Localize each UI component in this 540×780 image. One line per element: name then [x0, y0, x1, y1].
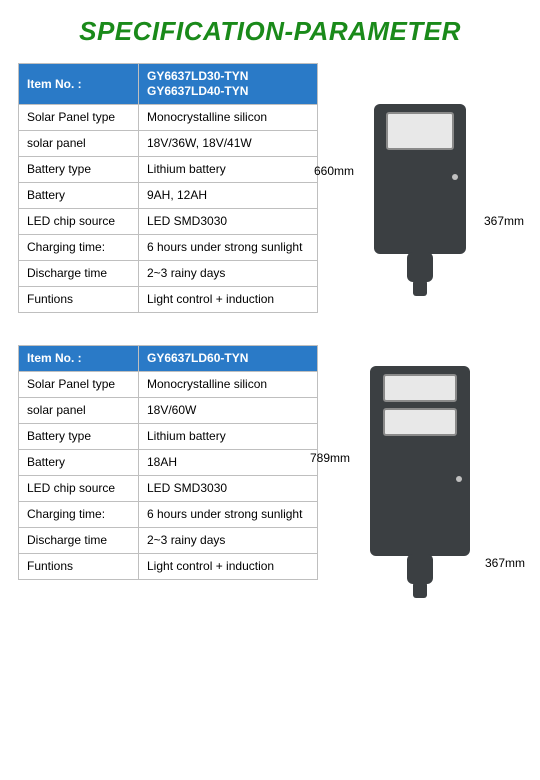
table-row: LED chip sourceLED SMD3030	[19, 209, 318, 235]
row-label: LED chip source	[19, 209, 139, 235]
page-title: SPECIFICATION-PARAMETER	[18, 16, 522, 47]
row-label: Funtions	[19, 554, 139, 580]
sensor-icon	[452, 174, 458, 180]
spec-section-1: Item No. : GY6637LD30-TYN GY6637LD40-TYN…	[18, 63, 522, 323]
row-label: Battery	[19, 183, 139, 209]
col-header-label: Item No. :	[19, 346, 139, 372]
dim-width-label: 367mm	[485, 556, 525, 570]
row-value: 9AH, 12AH	[139, 183, 318, 209]
row-value: 18AH	[139, 450, 318, 476]
table-row: Battery9AH, 12AH	[19, 183, 318, 209]
table-row: Discharge time2~3 rainy days	[19, 528, 318, 554]
led-panel-icon	[383, 408, 457, 436]
spec-table-1: Item No. : GY6637LD30-TYN GY6637LD40-TYN…	[18, 63, 318, 313]
row-value: Light control + induction	[139, 287, 318, 313]
row-label: Battery	[19, 450, 139, 476]
table-row: Charging time:6 hours under strong sunli…	[19, 502, 318, 528]
row-label: Charging time:	[19, 502, 139, 528]
table-row: Charging time:6 hours under strong sunli…	[19, 235, 318, 261]
row-label: Funtions	[19, 287, 139, 313]
row-label: solar panel	[19, 131, 139, 157]
mount-icon	[407, 252, 433, 282]
row-value: Light control + induction	[139, 554, 318, 580]
row-label: solar panel	[19, 398, 139, 424]
table-row: Solar Panel typeMonocrystalline silicon	[19, 105, 318, 131]
table-row: Battery typeLithium battery	[19, 424, 318, 450]
spec-section-2: Item No. : GY6637LD60-TYN Solar Panel ty…	[18, 345, 522, 605]
lamp-icon	[374, 104, 466, 254]
product-figure-2: 789mm 367mm	[318, 345, 522, 605]
row-value: Monocrystalline silicon	[139, 372, 318, 398]
row-label: Charging time:	[19, 235, 139, 261]
col-header-label: Item No. :	[19, 64, 139, 105]
col-header-value: GY6637LD30-TYN GY6637LD40-TYN	[139, 64, 318, 105]
row-value: 6 hours under strong sunlight	[139, 502, 318, 528]
row-label: Discharge time	[19, 528, 139, 554]
table-row: FuntionsLight control + induction	[19, 287, 318, 313]
dim-height-label: 660mm	[314, 164, 354, 178]
row-value: 2~3 rainy days	[139, 261, 318, 287]
row-value: 2~3 rainy days	[139, 528, 318, 554]
row-label: Solar Panel type	[19, 105, 139, 131]
row-value: Lithium battery	[139, 157, 318, 183]
row-label: LED chip source	[19, 476, 139, 502]
sensor-icon	[456, 476, 462, 482]
table-row: LED chip sourceLED SMD3030	[19, 476, 318, 502]
row-value: Lithium battery	[139, 424, 318, 450]
led-panel-icon	[386, 112, 454, 150]
mount-icon	[407, 554, 433, 584]
dim-height-label: 789mm	[310, 451, 350, 465]
row-label: Battery type	[19, 424, 139, 450]
table-row: solar panel18V/36W, 18V/41W	[19, 131, 318, 157]
table-row: Battery18AH	[19, 450, 318, 476]
led-panel-icon	[383, 374, 457, 402]
row-label: Discharge time	[19, 261, 139, 287]
row-value: 18V/60W	[139, 398, 318, 424]
table-row: Discharge time2~3 rainy days	[19, 261, 318, 287]
dim-width-label: 367mm	[484, 214, 524, 228]
lamp-icon	[370, 366, 470, 556]
col-header-value: GY6637LD60-TYN	[139, 346, 318, 372]
row-label: Battery type	[19, 157, 139, 183]
product-figure-1: 660mm 367mm	[318, 63, 522, 323]
row-value: 6 hours under strong sunlight	[139, 235, 318, 261]
table-row: Battery typeLithium battery	[19, 157, 318, 183]
row-value: Monocrystalline silicon	[139, 105, 318, 131]
row-value: LED SMD3030	[139, 209, 318, 235]
table-row: solar panel18V/60W	[19, 398, 318, 424]
table-row: FuntionsLight control + induction	[19, 554, 318, 580]
row-label: Solar Panel type	[19, 372, 139, 398]
table-row: Solar Panel typeMonocrystalline silicon	[19, 372, 318, 398]
spec-table-2: Item No. : GY6637LD60-TYN Solar Panel ty…	[18, 345, 318, 580]
row-value: 18V/36W, 18V/41W	[139, 131, 318, 157]
row-value: LED SMD3030	[139, 476, 318, 502]
